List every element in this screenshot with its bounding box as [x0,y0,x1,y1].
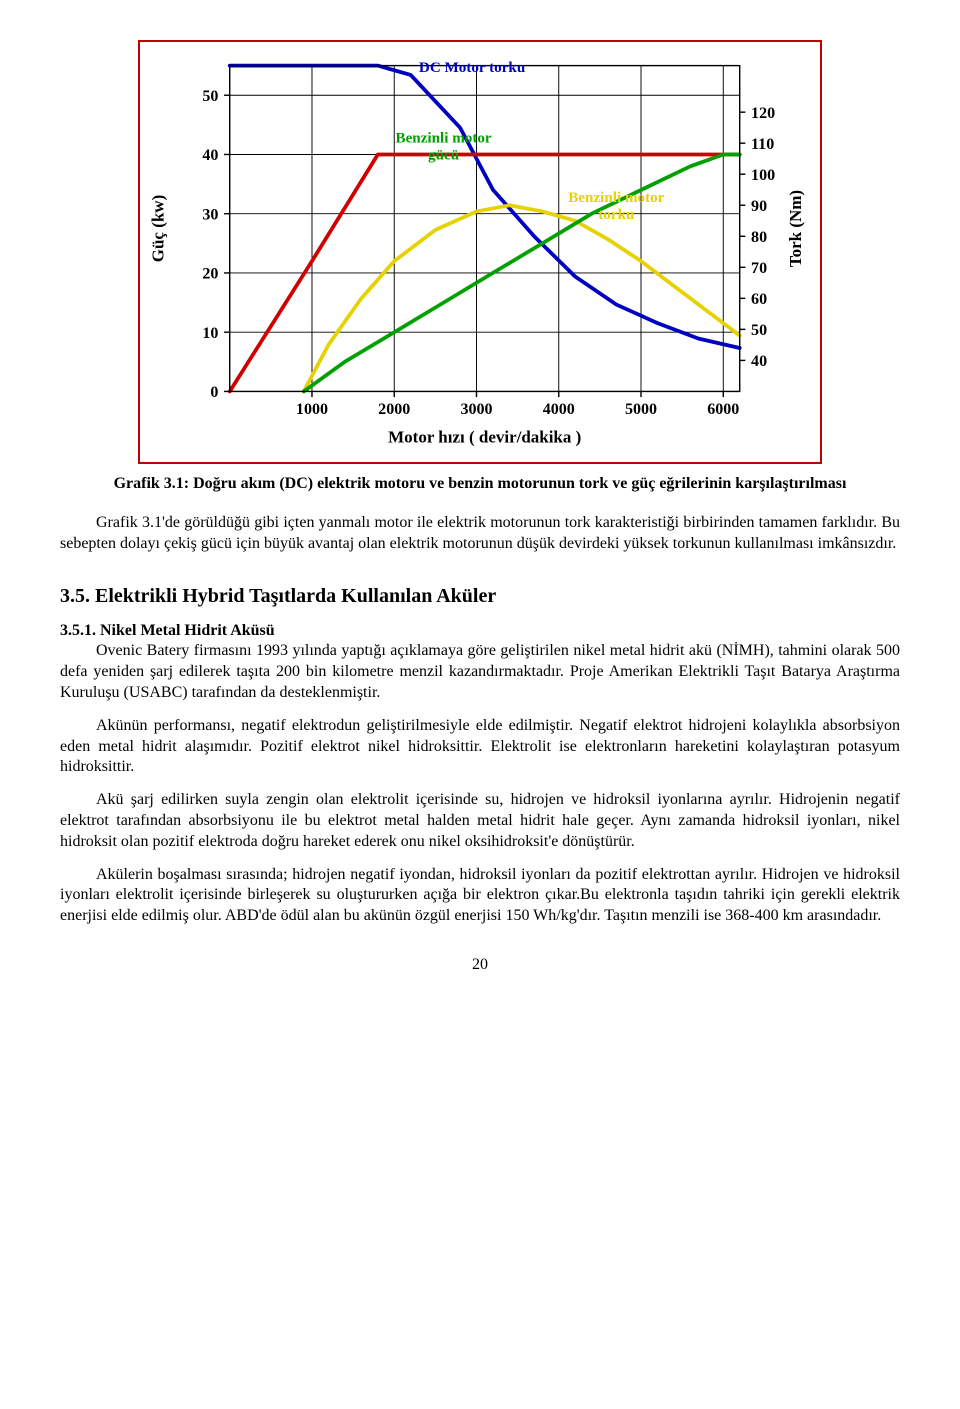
svg-text:0: 0 [210,384,218,401]
svg-text:Tork (Nm): Tork (Nm) [786,190,805,267]
svg-text:gücü: gücü [428,148,459,164]
svg-text:70: 70 [751,260,767,277]
svg-text:DC Motor torku: DC Motor torku [419,60,525,76]
svg-text:80: 80 [751,229,767,246]
svg-text:40: 40 [202,147,218,164]
svg-text:torku: torku [598,207,634,223]
svg-text:50: 50 [202,88,218,105]
subsection-title: 3.5.1. Nikel Metal Hidrit Aküsü [60,622,275,639]
svg-text:6000: 6000 [707,401,739,418]
svg-text:20: 20 [202,266,218,283]
paragraph-2: Ovenic Batery firmasını 1993 yılında yap… [60,641,900,703]
svg-text:40: 40 [751,353,767,370]
svg-text:60: 60 [751,291,767,308]
subsection-1: 3.5.1. Nikel Metal Hidrit Aküsü Ovenic B… [60,621,900,704]
svg-text:1000: 1000 [296,401,328,418]
paragraph-3: Akünün performansı, negatif elektrodun g… [60,716,900,778]
svg-text:2000: 2000 [378,401,410,418]
chart-frame: DC Motor torkuDC Motor gücüBenzinli moto… [138,40,822,464]
svg-text:50: 50 [751,322,767,339]
svg-text:5000: 5000 [625,401,657,418]
svg-text:Motor hızı ( devir/dakika ): Motor hızı ( devir/dakika ) [388,427,581,446]
page-number: 20 [60,955,900,976]
section-heading: 3.5. Elektrikli Hybrid Taşıtlarda Kullan… [60,583,900,609]
svg-text:10: 10 [202,325,218,342]
paragraph-intro: Grafik 3.1'de görüldüğü gibi içten yanma… [60,513,900,555]
svg-text:3000: 3000 [460,401,492,418]
svg-text:4000: 4000 [543,401,575,418]
chart-caption: Grafik 3.1: Doğru akım (DC) elektrik mot… [60,474,900,495]
paragraph-5: Akülerin boşalması sırasında; hidrojen n… [60,865,900,927]
svg-text:30: 30 [202,206,218,223]
paragraph-4: Akü şarj edilirken suyla zengin olan ele… [60,790,900,852]
motor-chart: DC Motor torkuDC Motor gücüBenzinli moto… [140,42,820,462]
svg-text:Benzinli motor: Benzinli motor [568,190,664,206]
svg-text:Benzinli motor: Benzinli motor [396,131,492,147]
svg-text:110: 110 [751,136,774,153]
svg-text:90: 90 [751,198,767,215]
svg-text:100: 100 [751,167,775,184]
svg-text:120: 120 [751,105,775,122]
svg-text:Güç (kw): Güç (kw) [149,195,168,262]
